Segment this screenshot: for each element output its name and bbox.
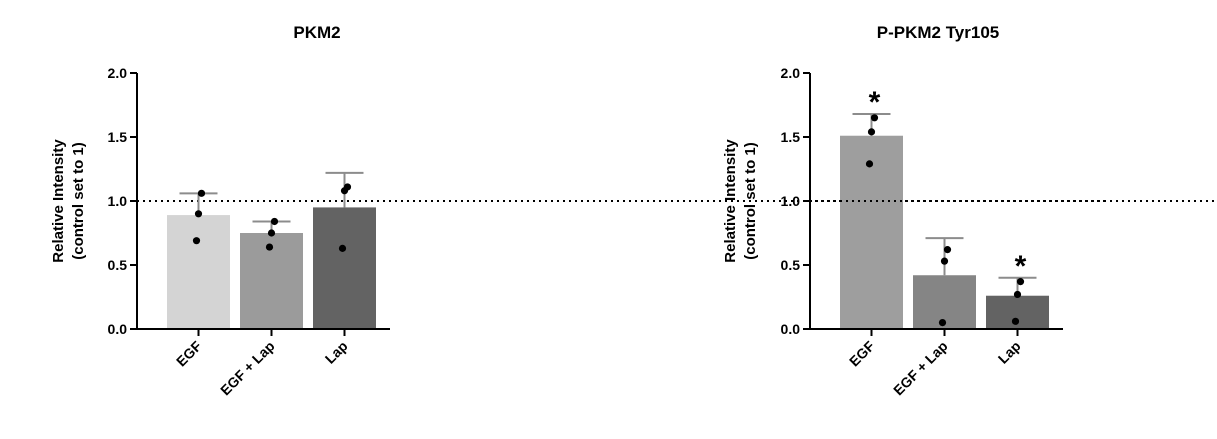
panel-1-data-point-1-3	[192, 237, 201, 245]
panel-2-data-point-1-2	[867, 128, 876, 136]
panel-2-significance-marker-3: *	[1015, 250, 1027, 283]
panel-1-data-point-1-2	[194, 210, 203, 218]
panel-1-data-point-1-1	[197, 189, 206, 197]
panel-1-y-axis-label: Relative Intensity	[50, 139, 67, 263]
panel-1-y-tick-label-1: 0.0	[108, 321, 128, 337]
panel-2-y-axis-label: Relative Intensity	[722, 139, 739, 263]
panel-2-data-point-3-3	[1011, 317, 1020, 325]
panel-2-y-tick-label-1: 0.0	[781, 321, 801, 337]
panel-1-category-label-3: Lap	[322, 338, 351, 367]
panel-2-category-label-2: EGF + Lap	[890, 338, 951, 399]
panel-2-data-point-3-2	[1013, 290, 1022, 299]
panel-2-data-point-1-3	[865, 160, 874, 168]
panel-1-category-label-2: EGF + Lap	[217, 338, 278, 399]
panel-1-category-label-1: EGF	[173, 337, 205, 369]
panel-2-significance-marker-1: *	[869, 86, 881, 119]
panel-2-y-tick-label-3: 1.0	[781, 193, 801, 209]
panel-2-y-tick-label-2: 0.5	[781, 257, 801, 273]
panel-2-data-point-3-1	[1016, 278, 1025, 286]
panel-2-data-point-2-3	[938, 319, 947, 327]
panel-1-y-tick-label-3: 1.0	[108, 193, 128, 209]
panel-2-bar-1	[840, 135, 903, 329]
panel-1-bar-1	[167, 215, 230, 329]
panel-1-data-point-2-1	[270, 217, 279, 226]
panel-1-title: PKM2	[293, 23, 340, 42]
panel-1-y-axis-label-line2: (control set to 1)	[70, 142, 87, 260]
panel-2-y-axis-label-line2: (control set to 1)	[742, 142, 759, 260]
panel-2-title: P-PKM2 Tyr105	[877, 23, 1000, 42]
panel-1-bar-3	[313, 207, 376, 329]
panel-2-data-point-2-1	[943, 246, 952, 254]
panel-2-data-point-1-1	[870, 114, 879, 122]
panel-1-y-tick-label-2: 0.5	[108, 257, 128, 273]
panel-2-category-label-3: Lap	[995, 338, 1024, 367]
panel-2-y-tick-label-5: 2.0	[781, 65, 801, 81]
panel-1-y-tick-label-5: 2.0	[108, 65, 128, 81]
panel-2-category-label-1: EGF	[846, 337, 878, 369]
panel-1-y-tick-label-4: 1.5	[108, 129, 128, 145]
panel-1-data-point-2-2	[267, 229, 276, 237]
panel-2-y-tick-label-4: 1.5	[781, 129, 801, 145]
panel-1-data-point-3-3	[338, 244, 347, 252]
panel-1-data-point-2-3	[265, 243, 274, 251]
panel-2-data-point-2-2	[940, 257, 949, 265]
panel-1-data-point-3-2	[340, 187, 349, 195]
